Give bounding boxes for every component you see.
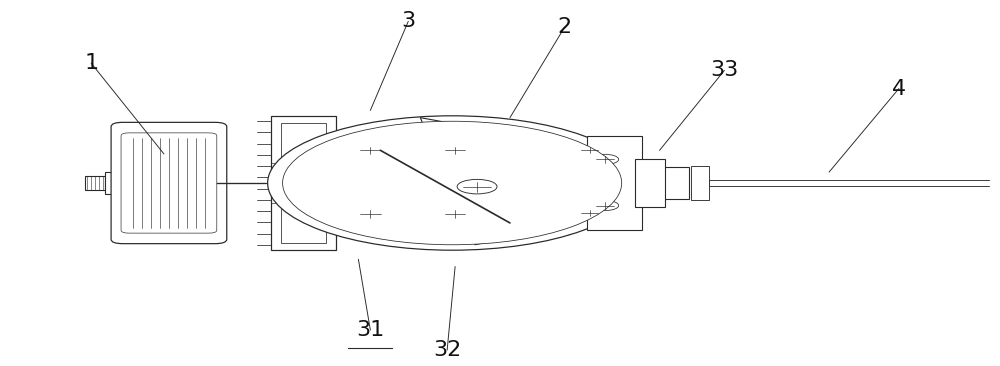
Bar bbox=[587, 136, 642, 230]
Text: 4: 4 bbox=[892, 79, 906, 98]
Bar bbox=[105, 172, 123, 194]
Circle shape bbox=[439, 208, 471, 220]
Bar bbox=[271, 116, 336, 250]
Circle shape bbox=[354, 145, 386, 156]
Text: 32: 32 bbox=[433, 340, 461, 360]
Bar bbox=[650, 167, 689, 199]
Polygon shape bbox=[420, 117, 620, 245]
Circle shape bbox=[283, 121, 622, 245]
Circle shape bbox=[457, 179, 497, 194]
Bar bbox=[85, 176, 105, 190]
Text: 3: 3 bbox=[401, 11, 415, 31]
Text: 1: 1 bbox=[84, 53, 98, 73]
Circle shape bbox=[354, 208, 386, 220]
Text: 2: 2 bbox=[558, 17, 572, 37]
Bar bbox=[691, 166, 709, 200]
Circle shape bbox=[591, 201, 619, 210]
Circle shape bbox=[577, 146, 603, 155]
Bar bbox=[335, 132, 570, 234]
Circle shape bbox=[268, 116, 637, 250]
FancyBboxPatch shape bbox=[111, 122, 227, 244]
FancyBboxPatch shape bbox=[121, 133, 217, 233]
Circle shape bbox=[577, 208, 603, 217]
Bar bbox=[635, 159, 665, 207]
Circle shape bbox=[439, 145, 471, 156]
Text: 31: 31 bbox=[356, 320, 384, 340]
Text: 33: 33 bbox=[710, 60, 738, 81]
Circle shape bbox=[591, 154, 619, 164]
Bar bbox=[281, 123, 326, 243]
